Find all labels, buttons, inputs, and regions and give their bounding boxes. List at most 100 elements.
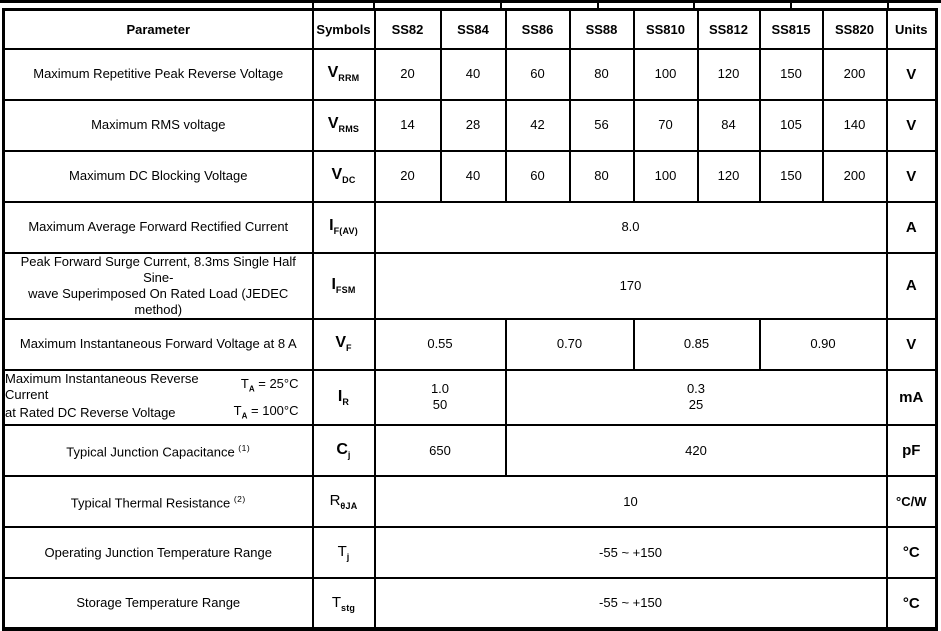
unit-cell: A <box>885 251 938 320</box>
unit-cell: °C <box>885 526 938 580</box>
value-cell: 100 <box>632 149 699 203</box>
header-model: SS82 <box>373 8 442 50</box>
value-cell: 28 <box>439 98 507 152</box>
header-model: SS820 <box>821 8 888 50</box>
value-cell-group: 0.90 <box>758 317 888 371</box>
value-cell-merged: 10 <box>373 475 888 529</box>
grid-tick <box>312 3 314 9</box>
symbol-base: V <box>327 115 339 133</box>
value-cell: 84 <box>696 98 761 152</box>
unit-cell: mA <box>885 368 938 427</box>
symbol-subscript: FSM <box>335 285 356 296</box>
param-cell: Maximum Instantaneous Forward Voltage at… <box>2 317 314 371</box>
condition-ta25: TA = 25°C <box>240 375 299 394</box>
condition-ta100: TA = 100°C <box>233 402 299 421</box>
table-row-vrrm: Maximum Repetitive Peak Reverse Voltage … <box>2 47 938 101</box>
value-cell-group: 650 <box>373 424 507 478</box>
value-cell: 100 <box>632 47 699 101</box>
table-row-ifav: Maximum Average Forward Rectified Curren… <box>2 200 938 254</box>
symbol-cell: Cj <box>311 424 376 478</box>
value-cell-merged: 170 <box>373 251 888 320</box>
value-line2: 50 <box>432 397 448 413</box>
value-cell-group: 420 <box>504 424 888 478</box>
table-row-vrms: Maximum RMS voltage VRMS 14 28 42 56 70 … <box>2 98 938 152</box>
header-parameter: Parameter <box>2 8 314 50</box>
table-row-tj: Operating Junction Temperature Range Tj … <box>2 526 938 580</box>
value-cell-merged: -55 ~ +150 <box>373 577 888 631</box>
value-cell-group: 0.70 <box>504 317 635 371</box>
param-line2: wave Superimposed On Rated Load (JEDEC m… <box>28 285 289 317</box>
unit-cell: A <box>885 200 938 254</box>
table-row-tstg: Storage Temperature Range Tstg -55 ~ +15… <box>2 577 938 631</box>
value-cell: 150 <box>758 149 824 203</box>
value-cell: 200 <box>821 149 888 203</box>
unit-cell: V <box>885 47 938 101</box>
symbol-subscript: F <box>345 343 352 354</box>
value-cell-group: 0.55 <box>373 317 507 371</box>
value-cell: 80 <box>568 47 635 101</box>
grid-tick <box>693 3 695 9</box>
symbol-subscript: j <box>347 450 351 461</box>
unit-cell: °C <box>885 577 938 631</box>
value-line1: 0.3 <box>686 381 706 397</box>
footnote-superscript: (1) <box>238 443 251 454</box>
symbol-cell: IR <box>311 368 376 427</box>
param-text: Typical Junction Capacitance <box>66 444 235 460</box>
header-model: SS86 <box>504 8 571 50</box>
param-cell: Maximum Repetitive Peak Reverse Voltage <box>2 47 314 101</box>
symbol-cell: VDC <box>311 149 376 203</box>
header-symbols: Symbols <box>311 8 376 50</box>
table-header-row: Parameter Symbols SS82 SS84 SS86 SS88 SS… <box>2 8 938 50</box>
symbol-base: V <box>335 334 346 352</box>
symbol-subscript: stg <box>341 602 356 613</box>
param-cell: Maximum DC Blocking Voltage <box>2 149 314 203</box>
symbol-subscript: R <box>342 396 350 407</box>
value-cell: 120 <box>696 149 761 203</box>
symbol-cell: VRRM <box>311 47 376 101</box>
symbol-base: V <box>331 166 343 184</box>
header-model: SS88 <box>568 8 635 50</box>
symbol-base: C <box>336 441 348 458</box>
value-cell: 14 <box>373 98 442 152</box>
param-cell: Typical Thermal Resistance (2) <box>2 475 314 529</box>
param-line1: Peak Forward Surge Current, 8.3ms Single… <box>20 253 296 285</box>
unit-cell: °C/W <box>885 475 938 529</box>
value-cell: 40 <box>439 47 507 101</box>
value-cell: 56 <box>568 98 635 152</box>
footnote-superscript: (2) <box>233 494 246 505</box>
value-cell: 105 <box>758 98 824 152</box>
symbol-cell: IFSM <box>311 251 376 320</box>
param-cell: Operating Junction Temperature Range <box>2 526 314 580</box>
symbol-subscript: θJA <box>340 501 358 512</box>
value-line2: 25 <box>688 397 704 413</box>
value-cell: 120 <box>696 47 761 101</box>
value-cell: 60 <box>504 47 571 101</box>
unit-cell: V <box>885 98 938 152</box>
symbol-base: R <box>329 492 341 510</box>
grid-tick <box>500 3 502 9</box>
value-cell-group: 0.3 25 <box>504 368 888 427</box>
symbol-cell: RθJA <box>311 475 376 529</box>
grid-tick <box>790 3 792 9</box>
symbol-base: T <box>331 593 342 611</box>
value-cell: 20 <box>373 47 442 101</box>
symbol-base: I <box>329 217 334 235</box>
header-model: SS84 <box>439 8 507 50</box>
value-cell: 20 <box>373 149 442 203</box>
table-row-ir: Maximum Instantaneous Reverse Current TA… <box>2 368 938 427</box>
value-cell: 60 <box>504 149 571 203</box>
table-row-vdc: Maximum DC Blocking Voltage VDC 20 40 60… <box>2 149 938 203</box>
header-model: SS812 <box>696 8 761 50</box>
value-cell-merged: 8.0 <box>373 200 888 254</box>
symbol-subscript: DC <box>342 175 356 186</box>
value-cell: 140 <box>821 98 888 152</box>
param-cell: Storage Temperature Range <box>2 577 314 631</box>
value-cell: 42 <box>504 98 571 152</box>
param-line1: Maximum Instantaneous Reverse Current <box>5 370 199 402</box>
grid-tick <box>373 3 375 9</box>
value-cell: 150 <box>758 47 824 101</box>
value-cell-merged: -55 ~ +150 <box>373 526 888 580</box>
grid-tick <box>887 3 889 9</box>
symbol-cell: Tj <box>311 526 376 580</box>
symbol-base: I <box>337 387 343 405</box>
